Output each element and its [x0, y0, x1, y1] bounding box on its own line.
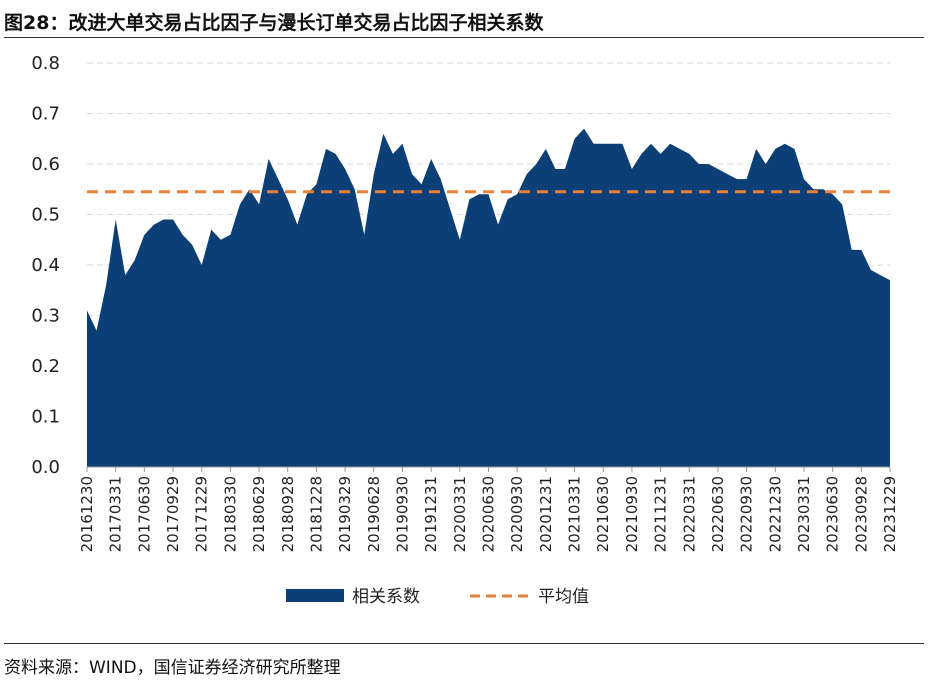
x-tick-label: 20220930: [738, 476, 756, 552]
x-tick-label: 20180629: [250, 476, 268, 552]
x-tick-label: 20191231: [422, 476, 440, 552]
area-chart: 0.0 0.1 0.2 0.3 0.4 0.5 0.6 0.7 0.8 20161230 2017…: [31, 53, 899, 607]
x-tick-label: 20190930: [394, 476, 412, 552]
y-tick-label: 0.6: [31, 154, 60, 175]
x-tick-label: 20220331: [680, 476, 698, 552]
source-note: 资料来源：WIND，国信证券经济研究所整理: [4, 658, 341, 678]
x-tick-label: 20181228: [307, 476, 325, 552]
x-tick-label: 20200331: [451, 476, 469, 552]
x-tick-label: 20220630: [709, 476, 727, 552]
y-tick-labels: 0.0 0.1 0.2 0.3 0.4 0.5 0.6 0.7 0.8: [31, 53, 60, 478]
y-tick-label: 0.3: [31, 306, 60, 327]
y-tick-label: 0.7: [31, 104, 60, 125]
axes: [86, 466, 891, 472]
x-tick-label: 20221230: [766, 476, 784, 552]
x-tick-label: 20171229: [193, 476, 211, 552]
x-tick-label: 20200630: [480, 476, 498, 552]
y-tick-label: 0.1: [31, 407, 60, 428]
x-tick-label: 20211231: [652, 476, 670, 552]
x-tick-label: 20170331: [107, 476, 125, 552]
x-tick-label: 20180330: [221, 476, 239, 552]
y-tick-label: 0.8: [31, 53, 60, 74]
x-tick-label: 20210930: [623, 476, 641, 552]
x-tick-label: 20231229: [881, 476, 899, 552]
legend-swatch-correlation: [286, 589, 344, 602]
x-tick-label: 20230630: [824, 476, 842, 552]
legend: 相关系数 平均值: [286, 587, 589, 607]
legend-label-mean: 平均值: [538, 587, 589, 607]
x-tick-label: 20210630: [594, 476, 612, 552]
correlation-area-layer: [87, 128, 890, 467]
x-tick-label: 20230928: [852, 476, 870, 552]
x-tick-label: 20161230: [78, 476, 96, 552]
x-tick-labels: 20161230 20170331 20170630 20170929 20171229…: [78, 476, 899, 552]
x-tick-label: 20190329: [336, 476, 354, 552]
x-tick-label: 20200930: [508, 476, 526, 552]
x-tick-label: 20170929: [164, 476, 182, 552]
y-tick-label: 0.5: [31, 205, 60, 226]
y-tick-label: 0.2: [31, 356, 60, 377]
x-tick-label: 20230331: [795, 476, 813, 552]
x-tick-label: 20180928: [279, 476, 297, 552]
y-tick-label: 0.0: [31, 457, 60, 478]
legend-label-correlation: 相关系数: [352, 587, 420, 607]
x-tick-label: 20170630: [135, 476, 153, 552]
correlation-area: [87, 128, 890, 467]
source-divider: [4, 643, 924, 644]
x-tick-label: 20210331: [566, 476, 584, 552]
title-divider: [4, 37, 924, 38]
x-tick-label: 20201231: [537, 476, 555, 552]
chart-title: 图28：改进大单交易占比因子与漫长订单交易占比因子相关系数: [4, 12, 544, 34]
x-tick-label: 20190628: [365, 476, 383, 552]
y-tick-label: 0.4: [31, 255, 60, 276]
